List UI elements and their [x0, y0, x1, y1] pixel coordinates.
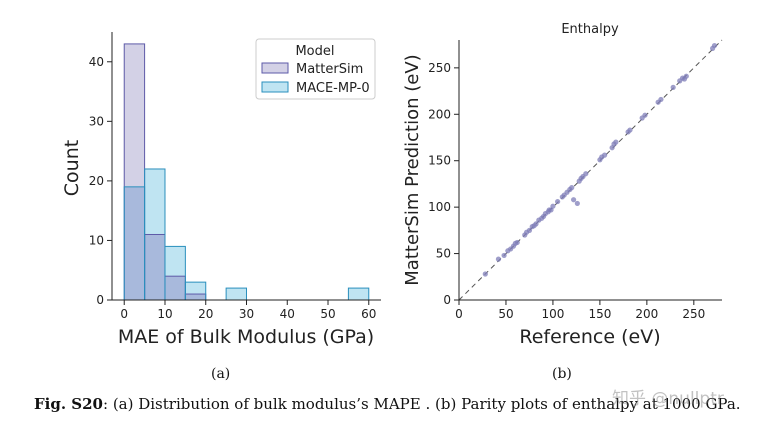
scatter-point: [569, 185, 575, 191]
scatter-panel: 0 50 100 150 200 250 0 50 100 150 200 250 Enthalpy…: [402, 22, 723, 348]
panel-label-a: (a): [211, 366, 231, 382]
legend: Model MatterSim MACE-MP-0: [255, 38, 376, 100]
x-tick-label: 30: [239, 307, 254, 321]
x-axis-label: MAE of Bulk Modulus (GPa): [118, 326, 374, 348]
legend-label-mace: MACE-MP-0: [296, 81, 370, 96]
x-tick-label: 150: [588, 307, 611, 321]
scatter-point: [533, 221, 539, 227]
legend-swatch-mattersim: [261, 62, 289, 74]
y-tick-label: 10: [89, 233, 104, 247]
scatter-point: [642, 112, 648, 118]
x-tick-label: 50: [498, 307, 513, 321]
scatter-point: [670, 84, 676, 90]
y-tick-label: 0: [443, 293, 451, 307]
scatter-point: [683, 73, 689, 79]
scatter-point: [711, 42, 718, 49]
scatter-point: [583, 171, 589, 177]
diagonal-reference-line: [458, 39, 723, 301]
x-axis-label: Reference (eV): [519, 326, 660, 348]
y-axis-label: Count: [61, 140, 83, 196]
bar-mace-mp-0: [226, 288, 247, 300]
bar-overlap: [185, 294, 206, 300]
bar-overlap: [124, 186, 145, 300]
scatter-points: [482, 42, 718, 277]
x-tick-label: 100: [541, 307, 564, 321]
x-tick-label: 20: [198, 307, 213, 321]
scatter-point: [482, 271, 488, 277]
bar-overlap: [164, 276, 186, 300]
y-tick-label: 200: [428, 107, 451, 121]
histogram-panel: 0 10 20 30 40 50 60 0 10 20 30 40 MAE of Bulk Modu…: [61, 32, 381, 348]
histogram-bars: [123, 43, 370, 301]
scatter-point: [627, 127, 633, 133]
panel-label-b: (b): [552, 366, 572, 382]
scatter-point: [495, 256, 502, 262]
scatter-point: [570, 197, 577, 203]
y-tick-label: 50: [436, 247, 451, 261]
legend-swatch-mace: [261, 81, 289, 93]
x-tick-label: 200: [635, 307, 658, 321]
y-tick-label: 20: [89, 174, 104, 188]
scatter-point: [613, 139, 619, 145]
caption-figure-number: Fig. S20: [34, 395, 103, 413]
y-tick-label: 0: [96, 293, 104, 307]
x-tick-label: 0: [455, 307, 463, 321]
watermark: 知乎 @nullptr: [612, 389, 724, 409]
scatter-point: [514, 239, 520, 246]
y-tick-label: 40: [89, 55, 104, 69]
x-tick-label: 40: [280, 307, 295, 321]
scatter-point: [658, 96, 664, 103]
scatter-point: [601, 152, 608, 158]
scatter-point: [555, 198, 561, 205]
caption-text: : (a) Distribution of bulk modulus’s MAP…: [103, 395, 741, 413]
y-tick-label: 30: [89, 114, 104, 128]
y-axis-label: MatterSim Prediction (eV): [402, 54, 423, 285]
legend-label-mattersim: MatterSim: [296, 62, 363, 77]
y-tick-label: 150: [428, 154, 451, 168]
scatter-point: [526, 227, 533, 233]
scatter-point: [574, 200, 580, 207]
y-tick-label: 250: [428, 61, 451, 75]
x-ticks: 0 50 100 150 200 250: [455, 300, 705, 321]
x-tick-label: 0: [120, 307, 128, 321]
bar-overlap: [144, 234, 165, 300]
x-tick-label: 250: [682, 307, 705, 321]
x-tick-label: 10: [157, 307, 172, 321]
x-tick-label: 50: [320, 307, 335, 321]
chart-title: Enthalpy: [561, 22, 619, 37]
scatter-point: [550, 203, 556, 209]
y-tick-label: 100: [428, 200, 451, 214]
legend-title: Model: [295, 44, 334, 59]
scatter-point: [501, 252, 507, 259]
y-ticks: 0 50 100 150 200 250: [428, 61, 459, 307]
figure-caption: Fig. S20: (a) Distribution of bulk modul…: [34, 395, 774, 413]
x-tick-label: 60: [361, 307, 376, 321]
x-ticks: 0 10 20 30 40 50 60: [120, 300, 376, 321]
bar-mace-mp-0: [348, 288, 369, 300]
y-ticks: 0 10 20 30 40: [89, 55, 112, 307]
